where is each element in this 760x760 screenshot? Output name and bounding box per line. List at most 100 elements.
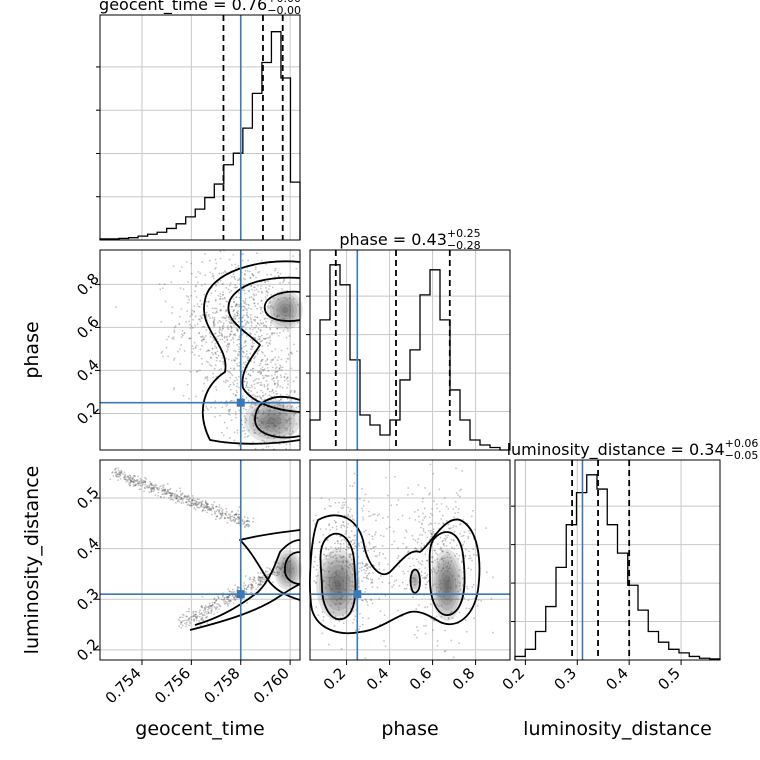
sample-point — [196, 370, 199, 373]
sample-point — [296, 321, 299, 324]
sample-point — [226, 598, 229, 601]
sample-point — [140, 478, 143, 481]
sample-point — [249, 578, 252, 581]
sample-point — [342, 560, 345, 563]
sample-point — [219, 512, 222, 515]
sample-point — [266, 422, 269, 425]
sample-point — [228, 409, 231, 412]
sample-point — [362, 616, 364, 619]
sample-point — [234, 305, 237, 308]
sample-point — [257, 381, 260, 384]
sample-point — [230, 599, 232, 602]
sample-point — [193, 618, 196, 621]
sample-point — [254, 447, 257, 450]
sample-point — [442, 522, 445, 525]
sample-point — [226, 348, 229, 351]
sample-point — [265, 320, 267, 323]
sample-point — [204, 502, 207, 504]
sample-point — [235, 389, 238, 392]
panel-frame — [99, 14, 301, 241]
sample-point — [462, 518, 464, 521]
sample-point — [129, 481, 132, 484]
sample-point — [288, 335, 291, 337]
sample-point — [360, 541, 363, 544]
sample-point — [161, 493, 164, 496]
sample-point — [431, 508, 433, 510]
sample-point — [264, 393, 267, 395]
sample-point — [120, 472, 123, 475]
sample-point — [273, 423, 276, 426]
sample-point — [129, 477, 132, 480]
sample-point — [140, 481, 143, 484]
sample-point — [334, 547, 337, 549]
sample-point — [201, 509, 204, 512]
sample-point — [173, 358, 175, 361]
sample-point — [340, 526, 343, 529]
sample-point — [274, 269, 276, 272]
sample-point — [418, 568, 421, 570]
sample-point — [115, 476, 118, 478]
sample-point — [273, 413, 276, 416]
sample-point — [199, 335, 202, 338]
sample-point — [375, 519, 377, 522]
sample-point — [442, 567, 444, 569]
sample-point — [229, 599, 231, 602]
sample-point — [471, 509, 474, 512]
sample-point — [232, 322, 234, 325]
sample-point — [467, 567, 470, 570]
sample-point — [259, 312, 262, 315]
density-shade — [334, 579, 342, 591]
sample-point — [273, 434, 276, 436]
sample-point — [238, 338, 241, 341]
sample-point — [249, 374, 252, 377]
sample-point — [118, 473, 121, 476]
sample-point — [365, 562, 368, 565]
sample-point — [371, 580, 373, 583]
sample-point — [293, 414, 295, 417]
sample-point — [411, 534, 414, 537]
sample-point — [276, 572, 279, 574]
sample-point — [260, 389, 262, 392]
sample-point — [189, 323, 192, 326]
sample-point — [226, 346, 229, 349]
sample-point — [224, 517, 227, 520]
sample-point — [266, 385, 269, 387]
sample-point — [261, 345, 264, 348]
sample-point — [219, 250, 222, 253]
sample-point — [243, 380, 246, 383]
sample-point — [328, 577, 331, 580]
sample-point — [249, 352, 252, 355]
sample-point — [171, 492, 174, 495]
sample-point — [219, 513, 222, 515]
sample-point — [328, 576, 331, 579]
sample-point — [322, 579, 325, 582]
sample-point — [204, 610, 207, 613]
sample-point — [128, 477, 131, 479]
sample-point — [224, 513, 227, 515]
sample-point — [211, 347, 214, 350]
sample-point — [294, 413, 297, 415]
sample-point — [349, 508, 352, 511]
sample-point — [397, 499, 400, 501]
sample-point — [237, 522, 240, 524]
sample-point — [194, 615, 197, 618]
sample-point — [230, 520, 233, 523]
sample-point — [214, 601, 217, 604]
sample-point — [195, 504, 197, 507]
sample-point — [270, 374, 273, 377]
sample-point — [233, 276, 236, 279]
sample-point — [485, 527, 487, 530]
sample-point — [342, 576, 345, 579]
sample-point — [464, 548, 467, 551]
sample-point — [267, 291, 269, 294]
sample-point — [452, 656, 455, 659]
sample-point — [260, 322, 262, 325]
sample-point — [357, 570, 360, 573]
sample-point — [247, 359, 249, 362]
sample-point — [458, 554, 461, 557]
sample-point — [196, 303, 199, 305]
sample-point — [205, 506, 208, 509]
sample-point — [430, 535, 433, 538]
sample-point — [202, 338, 205, 341]
sample-point — [447, 507, 450, 510]
